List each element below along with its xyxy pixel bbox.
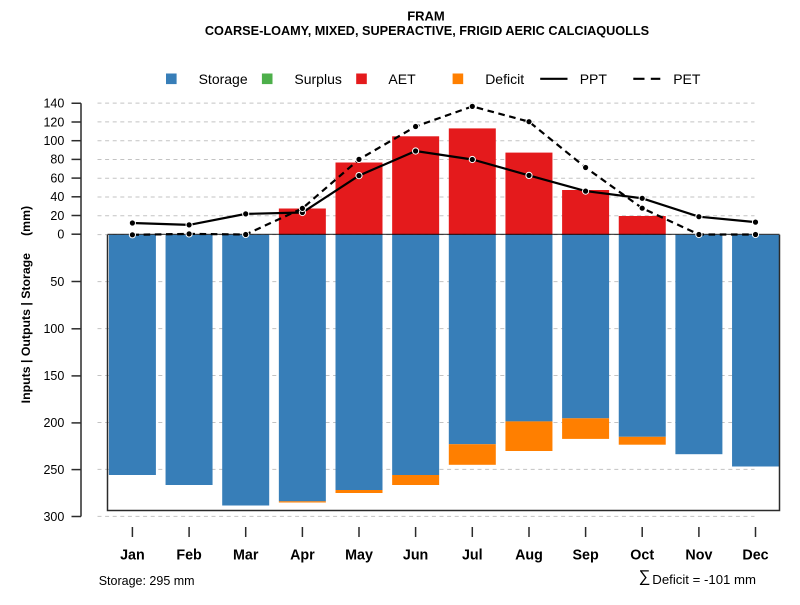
svg-text:0: 0 <box>57 228 64 242</box>
svg-text:200: 200 <box>43 416 64 430</box>
svg-text:∑: ∑ <box>639 567 651 585</box>
svg-text:Deficit: Deficit <box>485 71 524 87</box>
svg-text:Sep: Sep <box>572 548 598 564</box>
svg-text:Feb: Feb <box>176 548 202 564</box>
svg-text:PPT: PPT <box>580 71 608 87</box>
svg-text:120: 120 <box>43 115 64 129</box>
svg-text:Deficit = -101 mm: Deficit = -101 mm <box>652 572 756 587</box>
svg-text:Storage: Storage <box>199 71 248 87</box>
svg-text:20: 20 <box>50 209 64 223</box>
svg-text:Jul: Jul <box>462 548 483 564</box>
svg-text:Oct: Oct <box>630 548 654 564</box>
svg-text:50: 50 <box>50 275 64 289</box>
svg-text:Apr: Apr <box>290 548 315 564</box>
svg-text:COARSE-LOAMY, MIXED, SUPERACTI: COARSE-LOAMY, MIXED, SUPERACTIVE, FRIGID… <box>205 24 649 38</box>
svg-text:250: 250 <box>43 463 64 477</box>
svg-text:Dec: Dec <box>742 548 768 564</box>
svg-text:PET: PET <box>673 71 701 87</box>
svg-text:Aug: Aug <box>515 548 543 564</box>
svg-text:Jan: Jan <box>120 548 145 564</box>
svg-text:140: 140 <box>43 97 64 111</box>
svg-text:Inputs | Outputs | Storage: Inputs | Outputs | Storage (mm) <box>19 206 33 403</box>
svg-text:Storage: 295 mm: Storage: 295 mm <box>99 574 195 588</box>
svg-text:100: 100 <box>43 134 64 148</box>
svg-text:Mar: Mar <box>233 548 259 564</box>
svg-text:150: 150 <box>43 369 64 383</box>
svg-text:40: 40 <box>50 190 64 204</box>
svg-text:Nov: Nov <box>685 548 712 564</box>
svg-text:300: 300 <box>43 510 64 524</box>
svg-text:May: May <box>345 548 373 564</box>
svg-text:AET: AET <box>388 71 416 87</box>
svg-text:80: 80 <box>50 153 64 167</box>
svg-text:Surplus: Surplus <box>294 71 341 87</box>
svg-text:Jun: Jun <box>403 548 428 564</box>
svg-text:FRAM: FRAM <box>407 9 445 24</box>
svg-text:100: 100 <box>43 322 64 336</box>
svg-text:60: 60 <box>50 171 64 185</box>
